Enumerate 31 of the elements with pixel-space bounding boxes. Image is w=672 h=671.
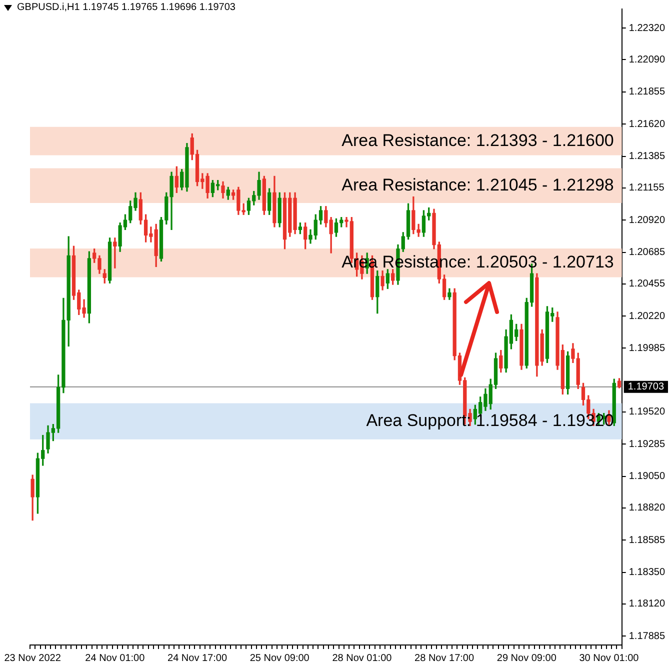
- x-tick-label: 23 Nov 2022: [4, 652, 62, 664]
- y-tick-label: 1.20685: [628, 247, 666, 258]
- y-tick-label: 1.19985: [628, 342, 666, 354]
- y-tick-label: 1.20220: [628, 310, 666, 322]
- y-tick-label: 1.21385: [628, 151, 666, 162]
- x-tick-label: 29 Nov 09:00: [496, 652, 557, 664]
- x-tick-label: 24 Nov 17:00: [168, 652, 228, 664]
- x-tick-label: 30 Nov 01:00: [579, 652, 640, 664]
- y-tick-label: 1.22320: [628, 22, 666, 34]
- y-tick-label: 1.19520: [628, 406, 666, 418]
- y-tick-label: 1.18120: [628, 598, 666, 610]
- band-label: Area Resistance: 1.21393 - 1.21600: [342, 130, 614, 150]
- y-tick-label: 1.22090: [628, 54, 666, 66]
- x-tick-label: 25 Nov 09:00: [250, 652, 310, 664]
- x-tick-label: 24 Nov 01:00: [85, 652, 146, 664]
- y-tick-label: 1.21620: [628, 118, 666, 130]
- x-tick-label: 28 Nov 17:00: [414, 652, 474, 664]
- y-tick-label: 1.18350: [628, 567, 666, 578]
- chart-title: GBPUSD.i,H1 1.19745 1.19765 1.19696 1.19703: [17, 2, 236, 13]
- ref-line-label: 1.19703: [628, 382, 664, 393]
- y-tick-label: 1.19285: [628, 438, 666, 450]
- x-tick-label: 28 Nov 01:00: [332, 652, 392, 664]
- y-tick-label: 1.21855: [628, 86, 666, 98]
- y-tick-label: 1.17885: [628, 630, 666, 642]
- y-tick-label: 1.20920: [628, 214, 666, 226]
- y-tick-label: 1.21155: [628, 182, 665, 194]
- band-label: Area Resistance: 1.21045 - 1.21298: [342, 175, 614, 194]
- y-tick-label: 1.18820: [628, 502, 666, 514]
- y-tick-label: 1.20455: [628, 278, 666, 290]
- y-tick-label: 1.18585: [628, 534, 666, 546]
- y-tick-label: 1.19050: [628, 471, 666, 482]
